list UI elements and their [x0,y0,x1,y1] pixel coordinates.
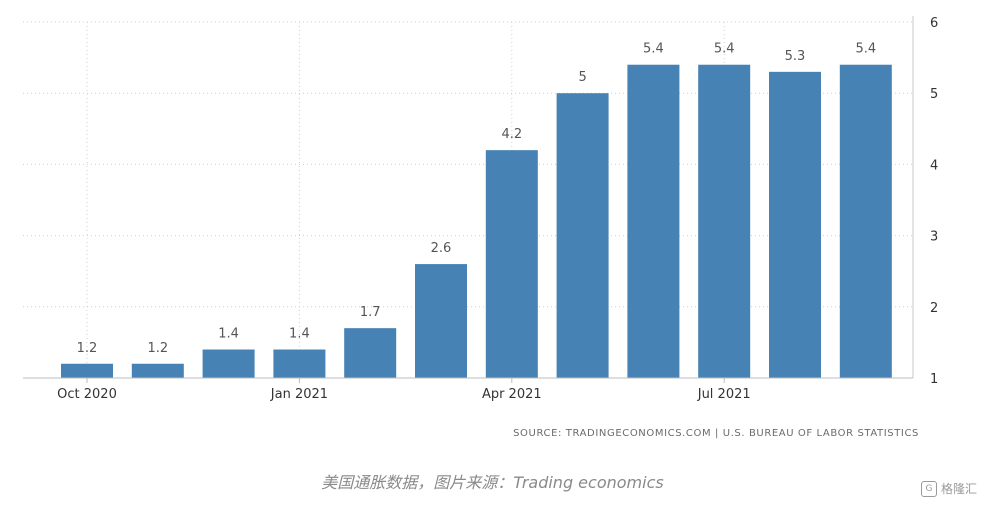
x-tick-label: Jul 2021 [697,387,751,402]
bar [61,363,113,378]
g-logo-icon: G [920,480,937,497]
bar [485,150,538,378]
bar [202,349,255,378]
bar [556,93,609,378]
bar [273,349,326,378]
y-tick-label: 6 [930,16,938,31]
x-tick-label: Jan 2021 [270,387,328,402]
chart: 1 2 3 4 5 6 1.2 1.2 1.4 1.4 1.7 2.6 4.2 5 5.4 5.4 5.3 5.4… [23,16,938,402]
y-tick-label: 2 [930,301,938,316]
image-caption: 美国通胀数据，图片来源：Trading economics [321,473,664,492]
x-tick-label: Apr 2021 [482,387,542,402]
bar-value-label: 5.4 [714,42,735,57]
bar [415,264,467,378]
watermark-text: 格隆汇 [940,482,977,496]
bar-value-label: 1.4 [218,327,239,342]
bar-value-label: 1.4 [289,327,310,342]
bar-value-label: 5.4 [643,42,664,57]
bar-value-label: 1.2 [147,341,168,356]
bar [344,328,397,378]
bar-value-label: 5 [578,70,586,85]
bar-value-label: 5.3 [785,49,806,64]
bar-value-label: 1.7 [360,305,381,320]
bar-value-label: 2.6 [431,241,452,256]
y-tick-label: 3 [930,230,938,245]
bar-value-label: 5.4 [855,42,876,57]
bar [698,64,751,378]
source-text: SOURCE: TRADINGECONOMICS.COM | U.S. BURE… [513,428,919,439]
x-tick-label: Oct 2020 [57,387,117,402]
bar-value-label: 1.2 [77,341,98,356]
bar [627,64,680,378]
watermark: G 格隆汇 [920,480,977,497]
y-tick-label: 1 [930,372,938,387]
bar [839,64,892,378]
bar [131,363,184,378]
bar [769,71,821,378]
y-tick-label: 5 [930,87,938,102]
bar-value-label: 4.2 [501,127,522,142]
y-tick-label: 4 [930,158,938,173]
